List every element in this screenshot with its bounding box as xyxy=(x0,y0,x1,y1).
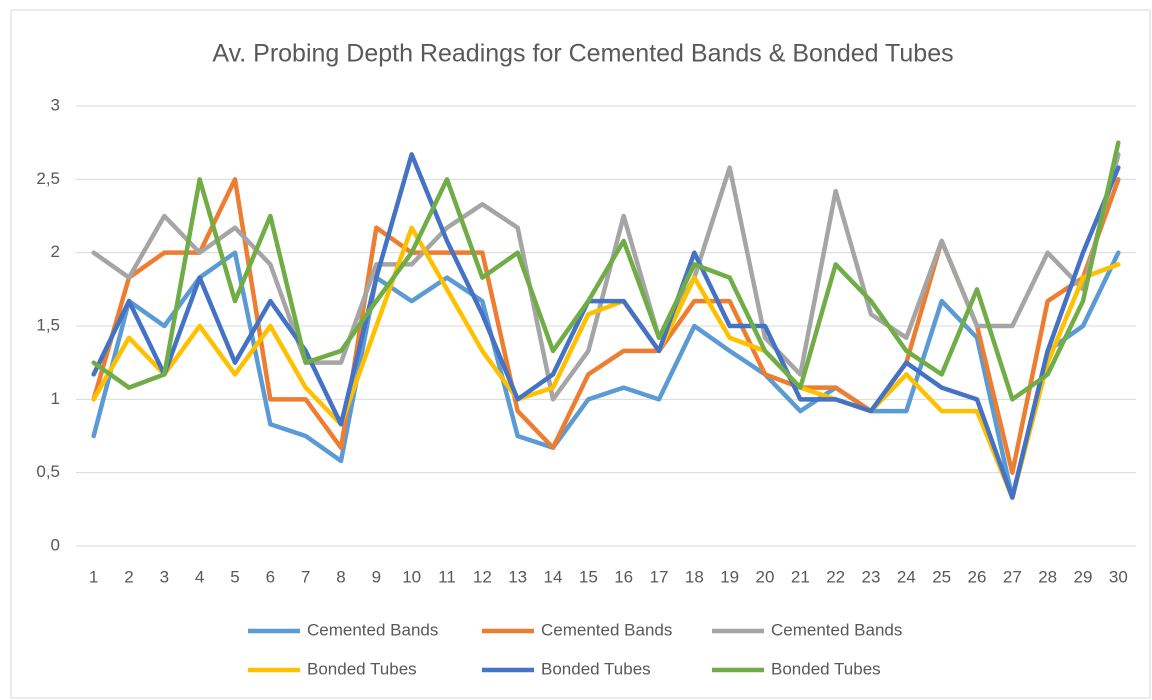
x-tick-label: 5 xyxy=(230,567,239,586)
x-tick-label: 27 xyxy=(1003,567,1022,586)
x-tick-label: 24 xyxy=(897,567,916,586)
x-tick-label: 15 xyxy=(579,567,598,586)
y-tick-label: 3 xyxy=(51,95,60,114)
x-tick-label: 2 xyxy=(124,567,133,586)
y-tick-label: 1 xyxy=(51,389,60,408)
legend-label: Bonded Tubes xyxy=(541,659,651,678)
series-line xyxy=(91,152,1121,500)
x-tick-label: 14 xyxy=(544,567,563,586)
x-tick-label: 4 xyxy=(195,567,204,586)
legend-label: Bonded Tubes xyxy=(307,659,417,678)
legend-label: Cemented Bands xyxy=(307,620,438,639)
x-tick-label: 16 xyxy=(614,567,633,586)
series-line xyxy=(91,225,1121,500)
x-tick-label: 20 xyxy=(756,567,775,586)
x-tick-label: 26 xyxy=(968,567,987,586)
x-tick-label: 25 xyxy=(932,567,951,586)
y-tick-label: 2 xyxy=(51,242,60,261)
legend-label: Bonded Tubes xyxy=(771,659,881,678)
legend-label: Cemented Bands xyxy=(771,620,902,639)
x-tick-label: 10 xyxy=(402,567,421,586)
x-tick-label: 19 xyxy=(720,567,739,586)
x-tick-label: 28 xyxy=(1038,567,1057,586)
y-tick-label: 2,5 xyxy=(36,169,60,188)
x-tick-label: 18 xyxy=(685,567,704,586)
series-line xyxy=(91,152,1121,402)
series-line xyxy=(91,250,1121,500)
x-tick-label: 12 xyxy=(473,567,492,586)
x-tick-label: 22 xyxy=(826,567,845,586)
x-tick-label: 11 xyxy=(438,567,456,586)
x-tick-label: 29 xyxy=(1074,567,1093,586)
x-tick-label: 3 xyxy=(160,567,169,586)
chart-title: Av. Probing Depth Readings for Cemented … xyxy=(212,40,953,68)
x-tick-label: 9 xyxy=(372,567,381,586)
legend-label: Cemented Bands xyxy=(541,620,672,639)
x-tick-label: 23 xyxy=(862,567,881,586)
x-tick-label: 17 xyxy=(650,567,669,586)
y-tick-label: 1,5 xyxy=(36,315,60,334)
x-tick-label: 8 xyxy=(336,567,345,586)
x-tick-label: 21 xyxy=(791,567,810,586)
x-tick-label: 30 xyxy=(1109,567,1128,586)
x-tick-label: 6 xyxy=(266,567,275,586)
x-tick-label: 7 xyxy=(301,567,310,586)
chart-border xyxy=(10,9,1151,699)
y-tick-label: 0,5 xyxy=(36,462,60,481)
x-tick-label: 1 xyxy=(89,567,98,586)
series-line xyxy=(91,140,1121,402)
x-tick-label: 13 xyxy=(508,567,527,586)
y-tick-label: 0 xyxy=(51,535,60,554)
